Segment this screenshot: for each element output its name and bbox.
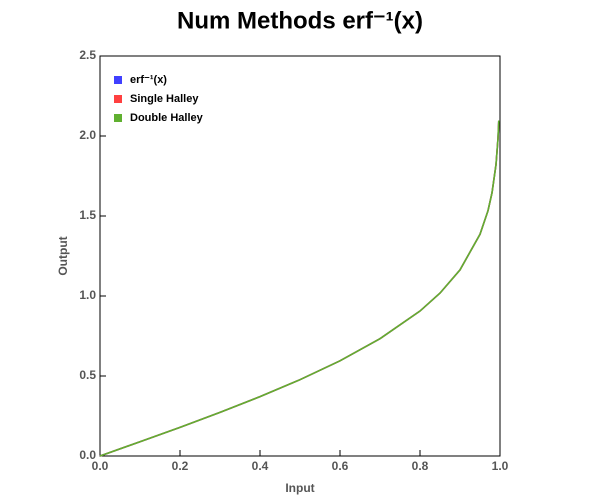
x-tick-label: 0.8 [412, 459, 429, 473]
legend-label: erf⁻¹(x) [130, 74, 167, 86]
x-axis-label: Input [285, 481, 314, 495]
x-tick-label: 0.6 [332, 459, 349, 473]
legend-swatch [114, 76, 122, 84]
legend-swatch [114, 114, 122, 122]
line-series [99, 120, 500, 457]
y-tick-label: 0.0 [79, 448, 96, 462]
line-series [99, 120, 500, 457]
legend-label: Double Halley [130, 112, 204, 124]
legend-label: Single Halley [130, 93, 199, 105]
chart-title: Num Methods erf⁻¹(x) [177, 7, 423, 34]
plot-frame [99, 55, 501, 457]
x-tick-label: 1.0 [492, 459, 509, 473]
legend-swatch [114, 95, 122, 103]
y-axis-label: Output [56, 236, 70, 275]
y-tick-label: 1.0 [79, 288, 96, 302]
y-tick-label: 0.5 [79, 368, 96, 382]
y-tick-label: 1.5 [79, 208, 96, 222]
line-series [99, 120, 500, 457]
x-tick-label: 0.2 [172, 459, 189, 473]
legend: erf⁻¹(x) Single Halley Double Halley [114, 74, 204, 124]
y-tick-label: 2.0 [79, 128, 96, 142]
y-tick-label: 2.5 [79, 48, 96, 62]
x-tick-label: 0.0 [92, 459, 109, 473]
x-tick-label: 0.4 [252, 459, 269, 473]
